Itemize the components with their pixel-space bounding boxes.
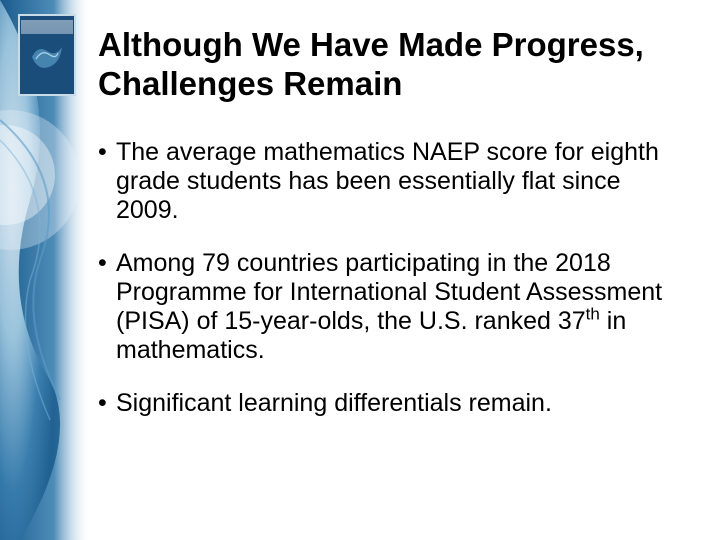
superscript: th <box>586 305 600 324</box>
bullet-marker: • <box>98 249 116 365</box>
bullet-item: • Among 79 countries participating in th… <box>98 249 680 365</box>
bullet-text: Among 79 countries participating in the … <box>116 249 680 365</box>
bullet-text-part: Among 79 countries participating in the … <box>116 249 662 335</box>
bullet-item: • Significant learning differentials rem… <box>98 389 680 418</box>
bullet-item: • The average mathematics NAEP score for… <box>98 138 680 225</box>
logo-box <box>18 14 76 96</box>
slide-title: Although We Have Made Progress, Challeng… <box>98 26 690 104</box>
slide-content: Although We Have Made Progress, Challeng… <box>98 26 690 442</box>
bullet-marker: • <box>98 389 116 418</box>
bullet-text: The average mathematics NAEP score for e… <box>116 138 680 225</box>
bullet-marker: • <box>98 138 116 225</box>
logo-title-bar <box>21 20 73 34</box>
bullet-list: • The average mathematics NAEP score for… <box>98 138 690 418</box>
bullet-text: Significant learning differentials remai… <box>116 389 680 418</box>
logo-graphic <box>24 37 70 77</box>
